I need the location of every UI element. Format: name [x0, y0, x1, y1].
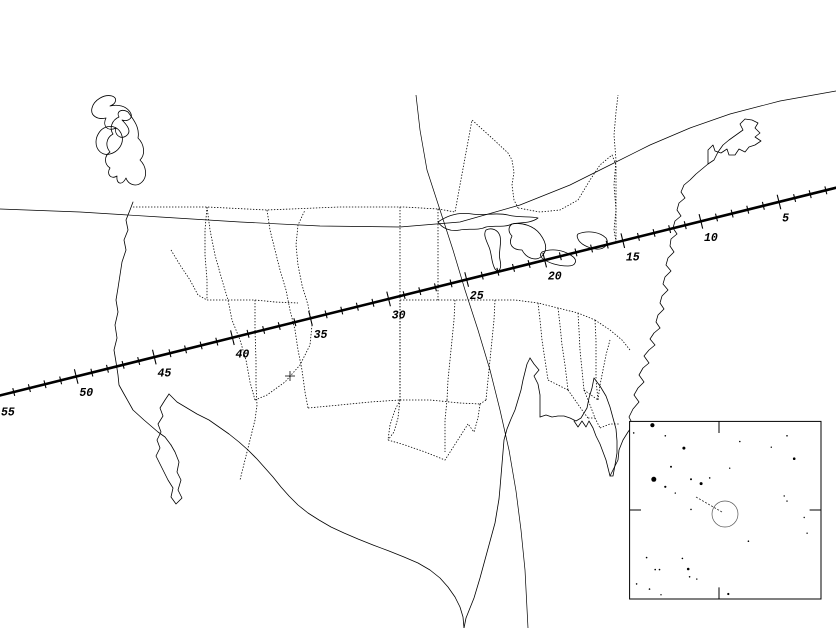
- svg-text:55: 55: [1, 407, 15, 420]
- svg-text:35: 35: [314, 329, 328, 342]
- svg-text:30: 30: [392, 310, 406, 323]
- svg-text:25: 25: [470, 290, 484, 303]
- svg-text:40: 40: [236, 348, 250, 361]
- svg-text:5: 5: [782, 213, 789, 226]
- svg-text:15: 15: [626, 251, 640, 264]
- svg-text:10: 10: [704, 232, 718, 245]
- svg-text:45: 45: [158, 368, 172, 381]
- svg-text:50: 50: [79, 387, 93, 400]
- svg-text:20: 20: [548, 271, 562, 284]
